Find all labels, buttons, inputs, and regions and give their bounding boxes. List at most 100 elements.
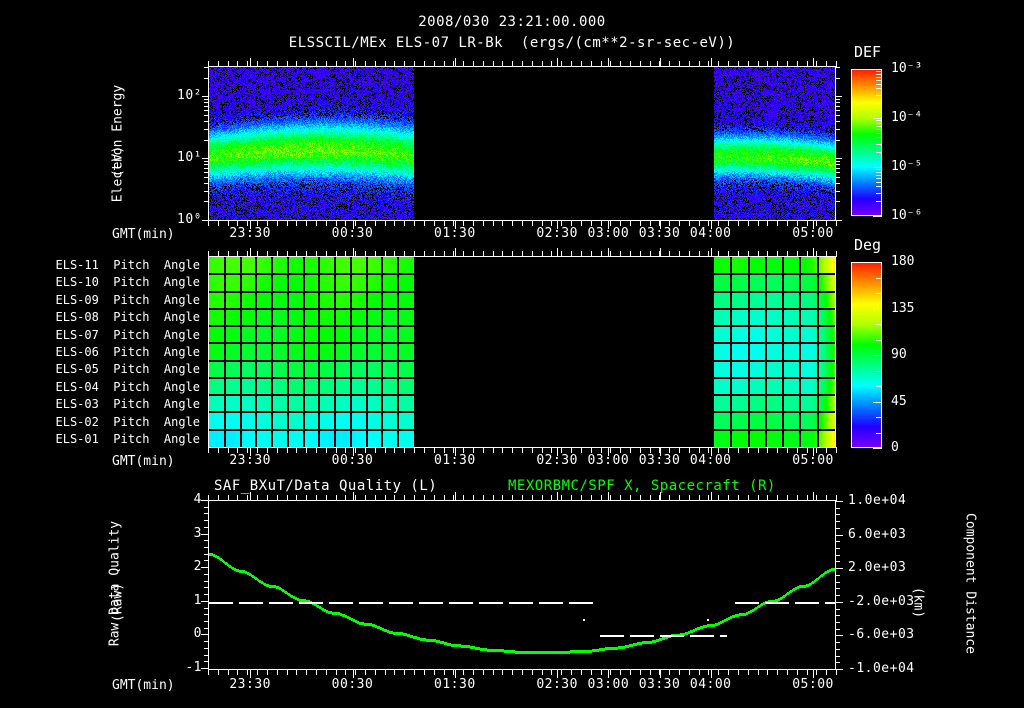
axis-tick <box>816 495 817 501</box>
axis-tick <box>718 61 719 67</box>
axis-tick <box>532 220 533 226</box>
axis-tick <box>542 220 543 226</box>
data-quality-segment <box>329 602 353 604</box>
axis-tick <box>228 220 229 226</box>
data-quality-segment <box>734 602 759 604</box>
axis-tick <box>267 447 268 453</box>
axis-tick <box>835 548 840 549</box>
axis-tick <box>660 58 661 67</box>
axis-tick <box>876 186 882 187</box>
axis-tick <box>404 447 405 453</box>
axis-tick <box>758 495 759 501</box>
axis-tick <box>375 251 376 257</box>
axis-tick <box>394 495 395 501</box>
axis-tick <box>204 140 209 141</box>
axis-tick <box>404 669 405 675</box>
axis-tick <box>758 447 759 453</box>
axis-tick <box>532 61 533 67</box>
axis-tick <box>835 669 840 670</box>
axis-tick <box>493 61 494 67</box>
axis-tick <box>296 669 297 675</box>
axis-tick <box>876 80 882 81</box>
axis-tick <box>204 129 209 130</box>
axis-tick <box>463 669 464 675</box>
axis-tick <box>204 668 209 669</box>
axis-tick <box>208 251 209 257</box>
axis-tick <box>620 61 621 67</box>
axis-tick <box>353 669 354 678</box>
def-colorbar-label: 10⁻⁶ <box>891 208 923 223</box>
bottom-left-ytick-label: 2 <box>193 559 202 575</box>
axis-tick <box>473 447 474 453</box>
axis-tick <box>816 447 817 453</box>
axis-tick <box>835 110 840 111</box>
axis-tick <box>228 61 229 67</box>
axis-tick <box>204 110 209 111</box>
axis-tick <box>630 220 631 226</box>
axis-tick <box>728 447 729 453</box>
axis-tick <box>826 61 827 67</box>
axis-tick <box>218 669 219 675</box>
bottom-left-ylabel-line2: (Raw) <box>110 582 126 623</box>
pitch-xtick-label: 04:00 <box>689 453 732 468</box>
axis-tick <box>250 248 251 257</box>
axis-tick <box>777 251 778 257</box>
axis-tick <box>512 251 513 257</box>
axis-tick <box>365 669 366 675</box>
axis-tick <box>876 178 882 179</box>
axis-tick <box>532 447 533 453</box>
bottom-right-ylabel-line1: Component Distance <box>962 513 978 654</box>
axis-tick <box>355 251 356 257</box>
axis-tick <box>204 567 209 568</box>
axis-tick <box>660 447 661 456</box>
axis-tick <box>630 251 631 257</box>
axis-tick <box>551 220 552 226</box>
axis-tick <box>835 528 840 529</box>
bottom-xtick-label: 04:00 <box>689 677 732 692</box>
axis-tick <box>257 61 258 67</box>
axis-tick <box>296 220 297 226</box>
axis-tick <box>835 588 840 589</box>
axis-tick <box>287 447 288 453</box>
axis-tick <box>353 248 354 257</box>
axis-tick <box>835 615 840 616</box>
axis-tick <box>532 669 533 675</box>
axis-tick <box>669 447 670 453</box>
axis-tick <box>876 293 882 294</box>
axis-tick <box>483 447 484 453</box>
axis-tick <box>228 669 229 675</box>
axis-tick <box>375 669 376 675</box>
axis-tick <box>787 61 788 67</box>
deg-colorbar-label: 0 <box>891 440 899 455</box>
axis-tick <box>689 61 690 67</box>
axis-tick <box>542 669 543 675</box>
def-colorbar-label: 10⁻³ <box>891 61 923 76</box>
axis-tick <box>453 251 454 257</box>
axis-tick <box>640 669 641 675</box>
axis-tick <box>835 129 840 130</box>
energy-xtick-label: 05:00 <box>792 226 834 241</box>
axis-tick <box>708 251 709 257</box>
axis-tick <box>218 220 219 226</box>
axis-tick <box>316 447 317 453</box>
axis-tick <box>748 495 749 501</box>
axis-tick <box>250 669 251 678</box>
axis-tick <box>787 447 788 453</box>
axis-tick <box>204 520 209 521</box>
axis-tick <box>610 447 611 453</box>
axis-tick <box>218 447 219 453</box>
axis-tick <box>522 61 523 67</box>
axis-tick <box>455 669 456 678</box>
axis-tick <box>204 106 209 107</box>
axis-tick <box>201 500 209 501</box>
axis-tick <box>835 662 840 663</box>
axis-tick <box>208 220 209 226</box>
axis-tick <box>228 495 229 501</box>
axis-tick <box>711 58 712 67</box>
axis-tick <box>876 144 882 145</box>
bottom-xaxis-label: GMT(min) <box>112 678 175 693</box>
axis-tick <box>835 514 840 515</box>
bottom-left-ytick-label: 0 <box>193 626 202 642</box>
bottom-right-ytick-label: -6.0e+03 <box>848 627 915 643</box>
axis-tick <box>826 495 827 501</box>
